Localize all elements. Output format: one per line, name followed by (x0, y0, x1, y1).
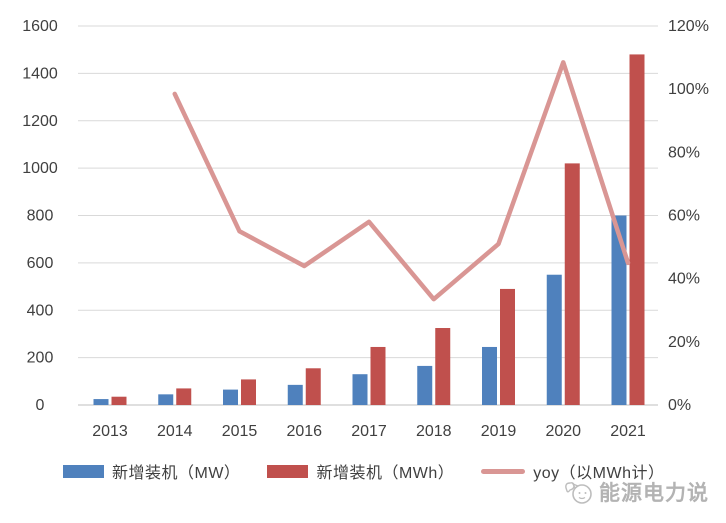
svg-text:2018: 2018 (416, 423, 452, 440)
svg-text:60%: 60% (668, 208, 700, 225)
bars-mwh (111, 54, 645, 406)
legend-label-mwh: 新增装机（MWh） (316, 465, 455, 482)
y-axis-left-labels: 0 200 400 600 800 1000 1200 1400 1600 (22, 18, 58, 414)
svg-text:1000: 1000 (22, 160, 58, 177)
svg-text:2017: 2017 (351, 423, 387, 440)
watermark-text: 能源电力说 (599, 482, 709, 505)
legend-swatch-mwh (267, 464, 309, 478)
svg-text:2020: 2020 (545, 423, 581, 440)
svg-text:1200: 1200 (22, 113, 58, 130)
gridlines (78, 25, 658, 406)
chart-canvas: 0 200 400 600 800 1000 1200 1400 1600 0% 20% 40% 60%… (22, 18, 709, 440)
legend-swatch-yoy (481, 468, 526, 474)
svg-text:0%: 0% (668, 397, 691, 414)
svg-text:20%: 20% (668, 334, 700, 351)
y-axis-right-labels: 0% 20% 40% 60% 80% 100% 120% (668, 18, 709, 414)
legend-item-yoy: yoy（以MWh计） (481, 459, 664, 483)
legend-swatch-mw (63, 464, 104, 478)
svg-text:100%: 100% (668, 81, 709, 98)
svg-text:1600: 1600 (22, 18, 58, 35)
svg-text:120%: 120% (668, 18, 709, 35)
legend-label-mw: 新增装机（MW） (112, 465, 241, 482)
svg-text:600: 600 (27, 255, 54, 272)
svg-text:2019: 2019 (481, 423, 517, 440)
svg-text:2014: 2014 (157, 423, 193, 440)
legend: 新增装机（MW） 新增装机（MWh） yoy（以MWh计） (63, 459, 665, 483)
bars-mw (93, 215, 627, 405)
legend-item-mw: 新增装机（MW） (63, 459, 240, 483)
svg-text:2021: 2021 (610, 423, 646, 440)
svg-text:1400: 1400 (22, 65, 58, 82)
svg-text:800: 800 (27, 208, 54, 225)
svg-text:400: 400 (27, 302, 54, 319)
svg-text:80%: 80% (668, 144, 700, 161)
yoy-line (172, 60, 631, 302)
svg-text:0: 0 (36, 397, 45, 414)
watermark: 能源电力说 (564, 477, 709, 507)
svg-text:200: 200 (27, 350, 54, 367)
watermark-logo-icon (565, 481, 592, 504)
svg-text:40%: 40% (668, 271, 700, 288)
legend-label-yoy: yoy（以MWh计） (533, 465, 665, 482)
legend-item-mwh: 新增装机（MWh） (267, 459, 454, 483)
svg-text:2015: 2015 (222, 423, 258, 440)
x-axis-labels: 2013 2014 2015 2016 2017 2018 2019 2020 2021 (92, 423, 646, 440)
svg-text:2013: 2013 (92, 423, 128, 440)
svg-text:2016: 2016 (286, 423, 322, 440)
